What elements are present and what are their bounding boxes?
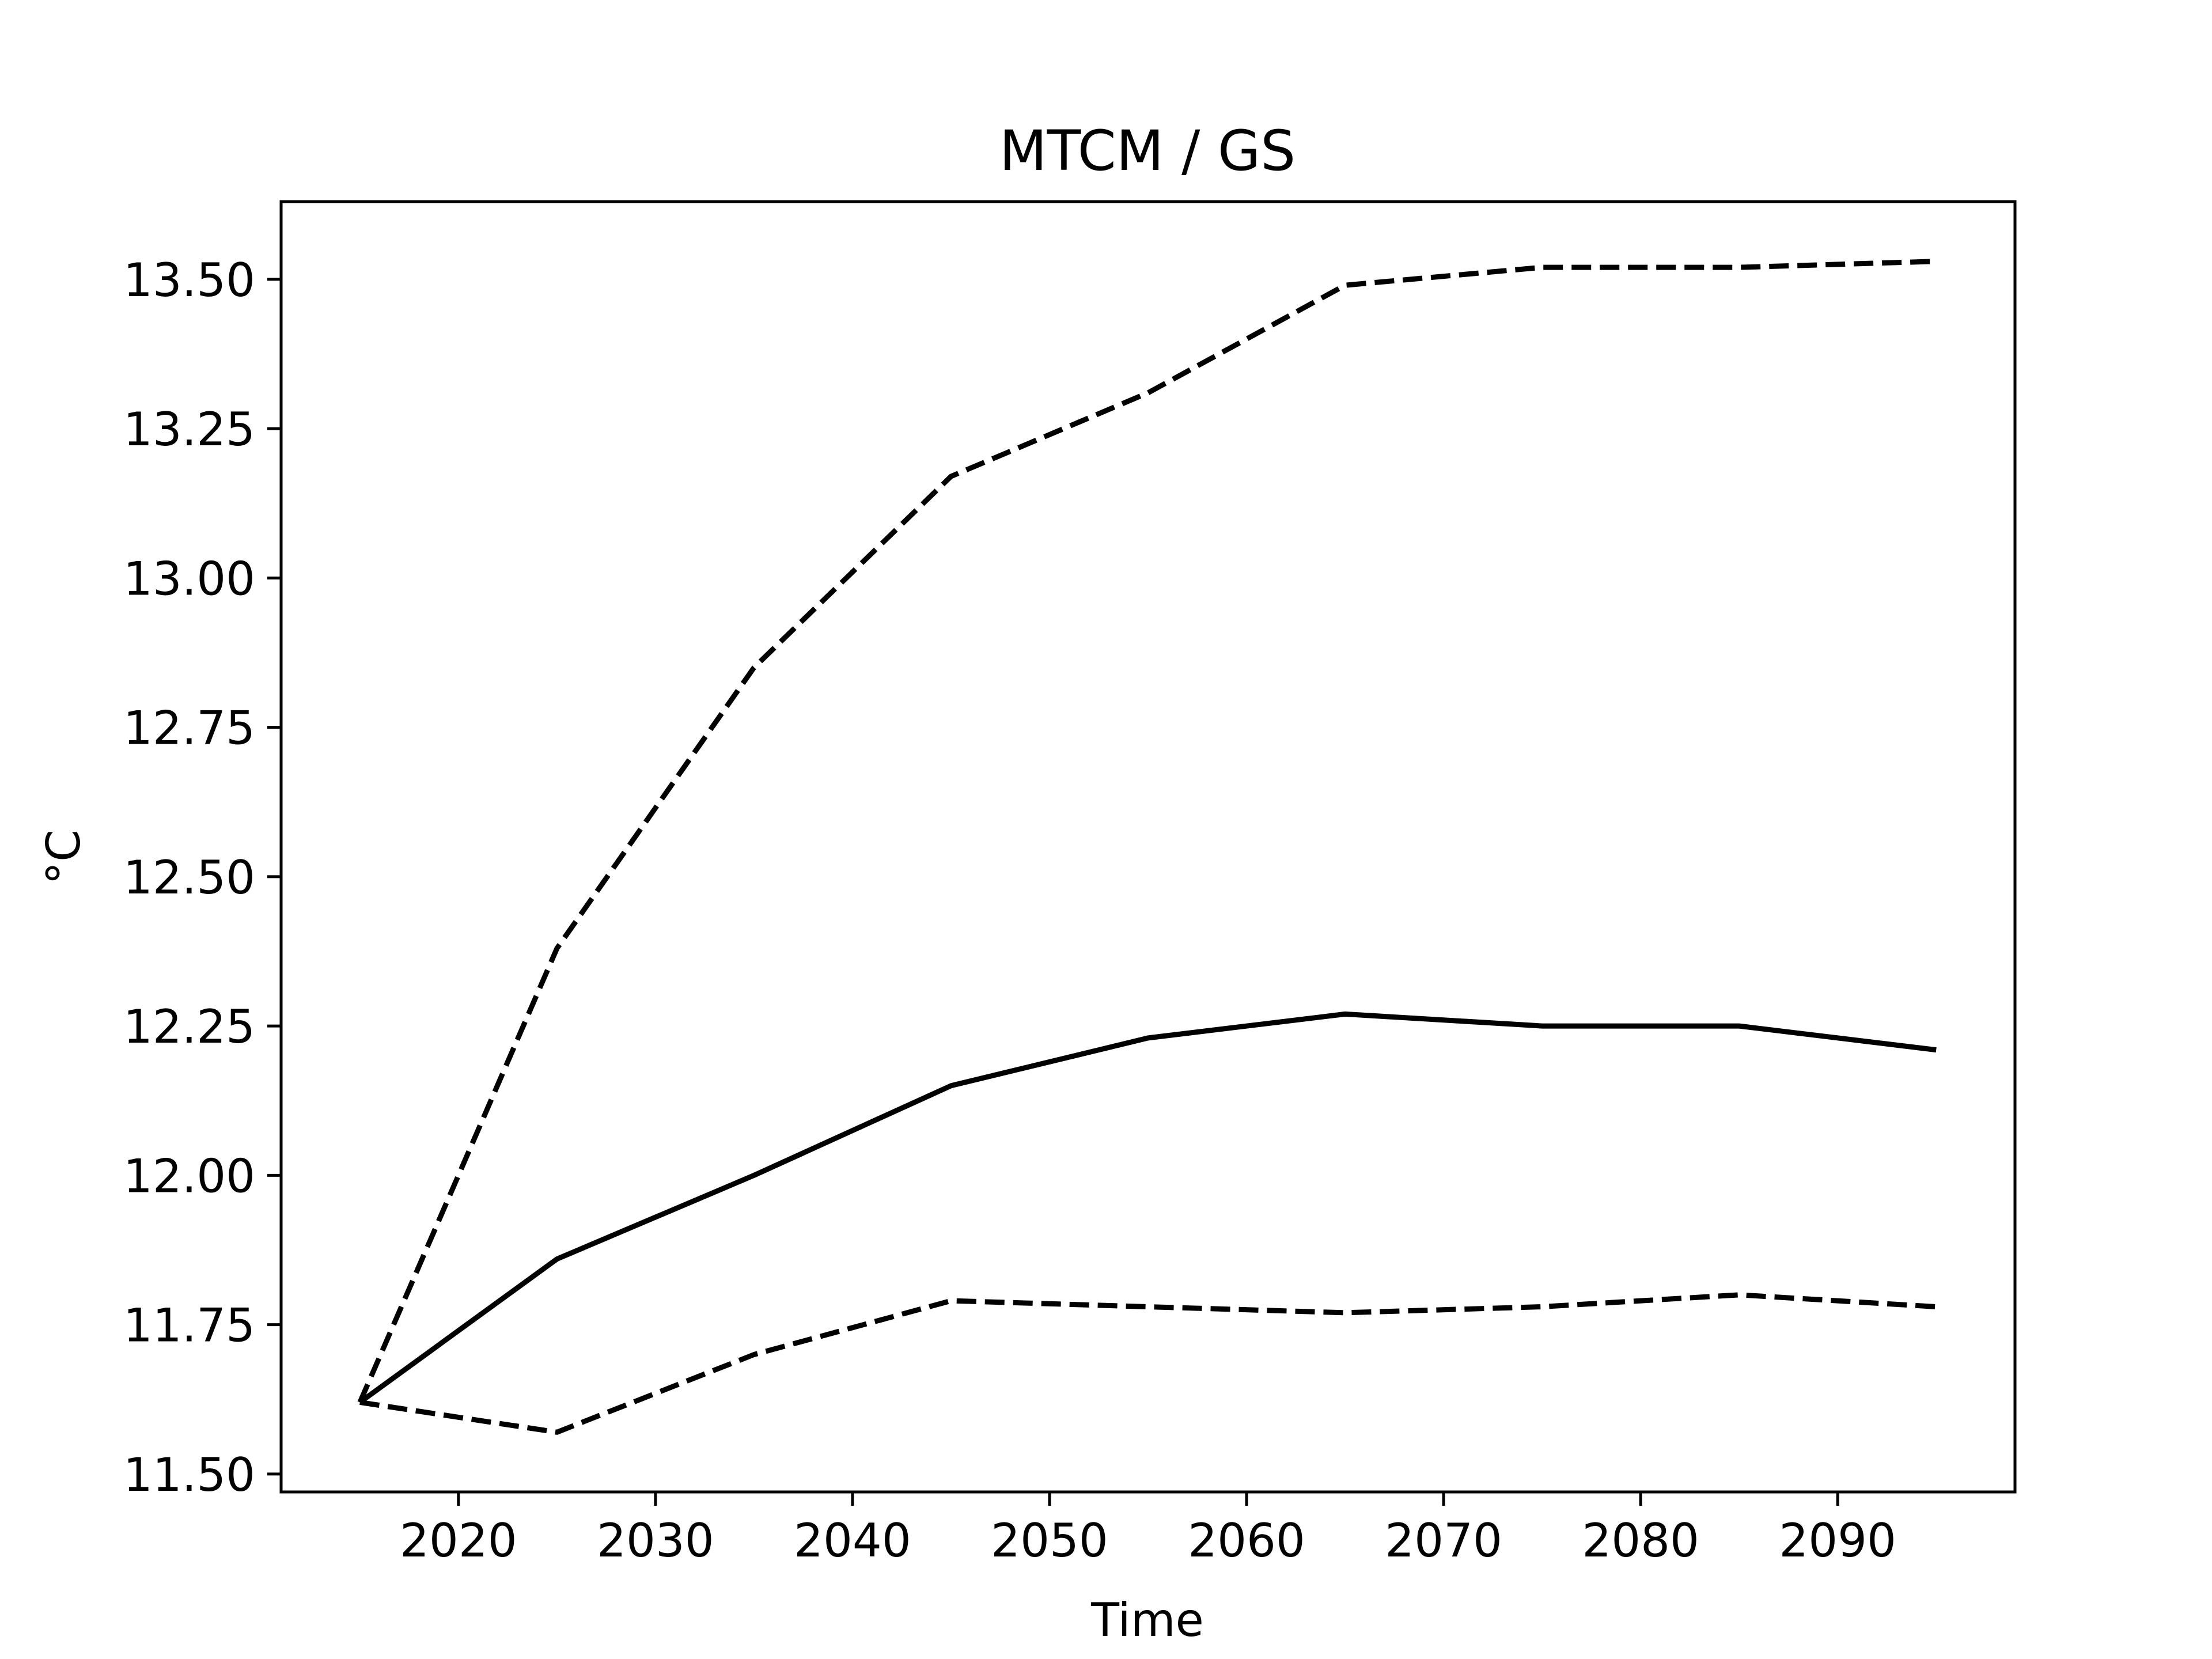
x-axis-label: Time	[1090, 1593, 1204, 1647]
x-tick-label: 2090	[1779, 1514, 1896, 1567]
x-tick-label: 2080	[1582, 1514, 1699, 1567]
dashed-series-line-2	[357, 259, 1937, 1404]
dashed-series-line-3	[359, 1292, 1937, 1435]
chart-title: MTCM / GS	[999, 119, 1296, 183]
x-tick-label: 2030	[597, 1514, 714, 1567]
y-tick-label: 11.50	[123, 1448, 255, 1502]
plot-frame	[279, 200, 2017, 1494]
x-tick-label: 2070	[1385, 1514, 1502, 1567]
y-axis-label: °C	[37, 830, 90, 885]
y-tick-label: 12.25	[123, 1000, 255, 1054]
x-tick-label: 2040	[794, 1514, 911, 1567]
solid-series-line-1	[358, 1011, 1937, 1405]
x-tick-label: 2020	[400, 1514, 517, 1567]
axis-ticks: 2020 2030 2040 2050 2060 2070 2080 2090 11.50 11.…	[123, 253, 1896, 1567]
y-tick-label: 13.00	[123, 552, 255, 605]
y-tick-label: 12.50	[123, 851, 255, 904]
y-tick-label: 12.75	[123, 702, 255, 755]
y-tick-label: 12.00	[123, 1149, 255, 1203]
x-tick-label: 2050	[991, 1514, 1108, 1567]
y-tick-label: 13.50	[123, 253, 255, 307]
x-tick-label: 2060	[1188, 1514, 1305, 1567]
y-tick-label: 13.25	[123, 403, 255, 456]
y-tick-label: 11.75	[123, 1299, 255, 1353]
plot-area	[357, 259, 1937, 1435]
